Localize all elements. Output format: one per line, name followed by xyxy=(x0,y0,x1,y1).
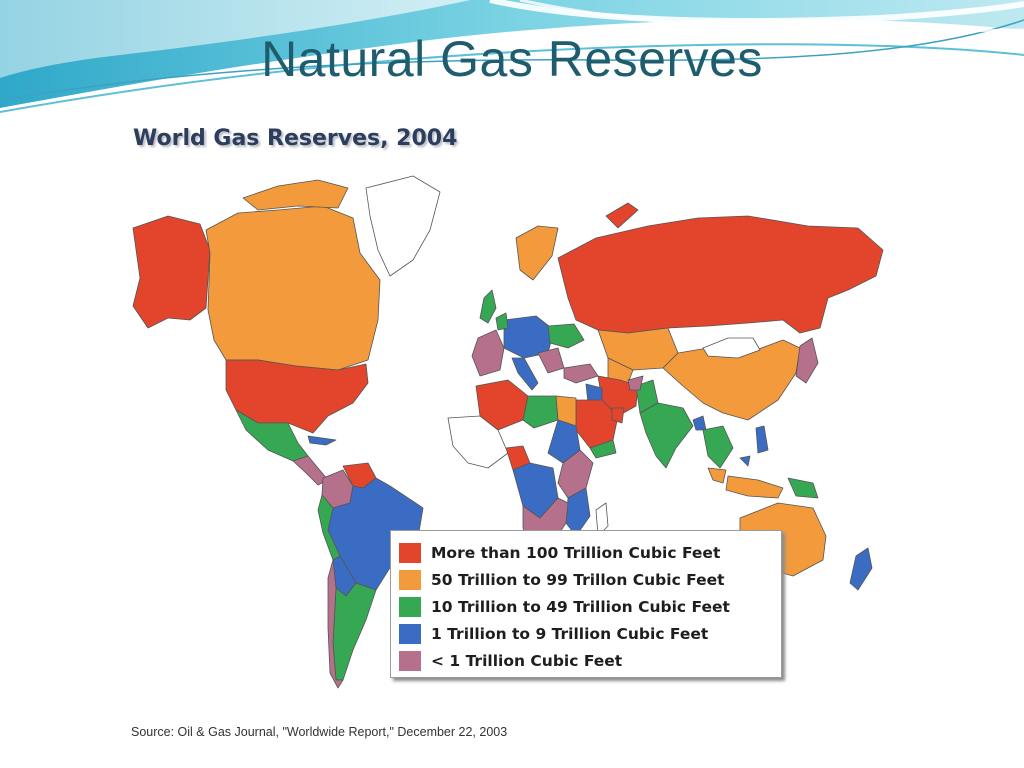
legend-swatch-1-9 xyxy=(399,623,421,644)
region-yemen xyxy=(589,439,617,459)
legend-item: 1 Trillion to 9 Trillion Cubic Feet xyxy=(399,620,781,647)
region-ukraine xyxy=(547,323,585,349)
region-west-africa xyxy=(447,415,509,469)
region-india xyxy=(639,402,694,469)
region-turkey xyxy=(563,363,599,384)
region-canada xyxy=(205,205,381,371)
region-cuba xyxy=(307,435,337,446)
region-southeast-asia xyxy=(702,425,734,469)
region-indonesia xyxy=(725,475,784,499)
region-philippines xyxy=(755,425,769,454)
region-netherlands xyxy=(495,312,509,331)
region-gulf-states xyxy=(611,407,625,424)
map-title: World Gas Reserves, 2004 xyxy=(133,126,458,151)
map-source-note: Source: Oil & Gas Journal, "Worldwide Re… xyxy=(131,725,508,739)
region-europe-west xyxy=(471,329,505,377)
region-new-zealand xyxy=(849,547,873,591)
legend-label: 1 Trillion to 9 Trillion Cubic Feet xyxy=(431,624,709,643)
region-alaska xyxy=(132,215,211,329)
region-afghanistan xyxy=(627,375,644,391)
region-russia-island xyxy=(605,202,639,229)
legend-label: 50 Trillion to 99 Trillon Cubic Feet xyxy=(431,570,725,589)
region-uk xyxy=(479,289,497,324)
region-norway xyxy=(515,225,559,281)
region-papua xyxy=(787,477,819,499)
region-madagascar xyxy=(595,502,609,537)
legend-swatch-under-1 xyxy=(399,650,421,671)
region-balkans xyxy=(537,347,565,374)
region-brunei xyxy=(739,455,751,467)
region-argentina xyxy=(332,582,377,681)
region-japan xyxy=(795,337,819,384)
region-russia xyxy=(557,215,884,334)
legend-item: 10 Trillion to 49 Trillion Cubic Feet xyxy=(399,593,781,620)
region-mongolia xyxy=(702,337,761,359)
legend-label: 10 Trillion to 49 Trillion Cubic Feet xyxy=(431,597,730,616)
legend-label: More than 100 Trillion Cubic Feet xyxy=(431,543,721,562)
region-canada-arctic xyxy=(242,179,349,211)
legend-item: 50 Trillion to 99 Trillon Cubic Feet xyxy=(399,566,781,593)
legend-swatch-over-100 xyxy=(399,542,421,563)
map-figure: World Gas Reserves, 2004 xyxy=(128,118,898,753)
world-map xyxy=(132,175,884,689)
region-bangladesh xyxy=(692,415,707,431)
legend-label: < 1 Trillion Cubic Feet xyxy=(431,651,623,670)
slide-header-decoration xyxy=(0,0,1024,113)
legend-item: More than 100 Trillion Cubic Feet xyxy=(399,539,781,566)
region-italy xyxy=(511,357,539,391)
region-libya xyxy=(522,395,559,429)
region-chile xyxy=(327,559,344,689)
legend-item: < 1 Trillion Cubic Feet xyxy=(399,647,781,674)
region-greenland xyxy=(365,175,441,277)
region-malaysia xyxy=(707,467,727,484)
map-legend: More than 100 Trillion Cubic Feet 50 Tri… xyxy=(390,530,782,678)
legend-swatch-10-49 xyxy=(399,596,421,617)
legend-swatch-50-99 xyxy=(399,569,421,590)
slide-title: Natural Gas Reserves xyxy=(261,31,763,87)
